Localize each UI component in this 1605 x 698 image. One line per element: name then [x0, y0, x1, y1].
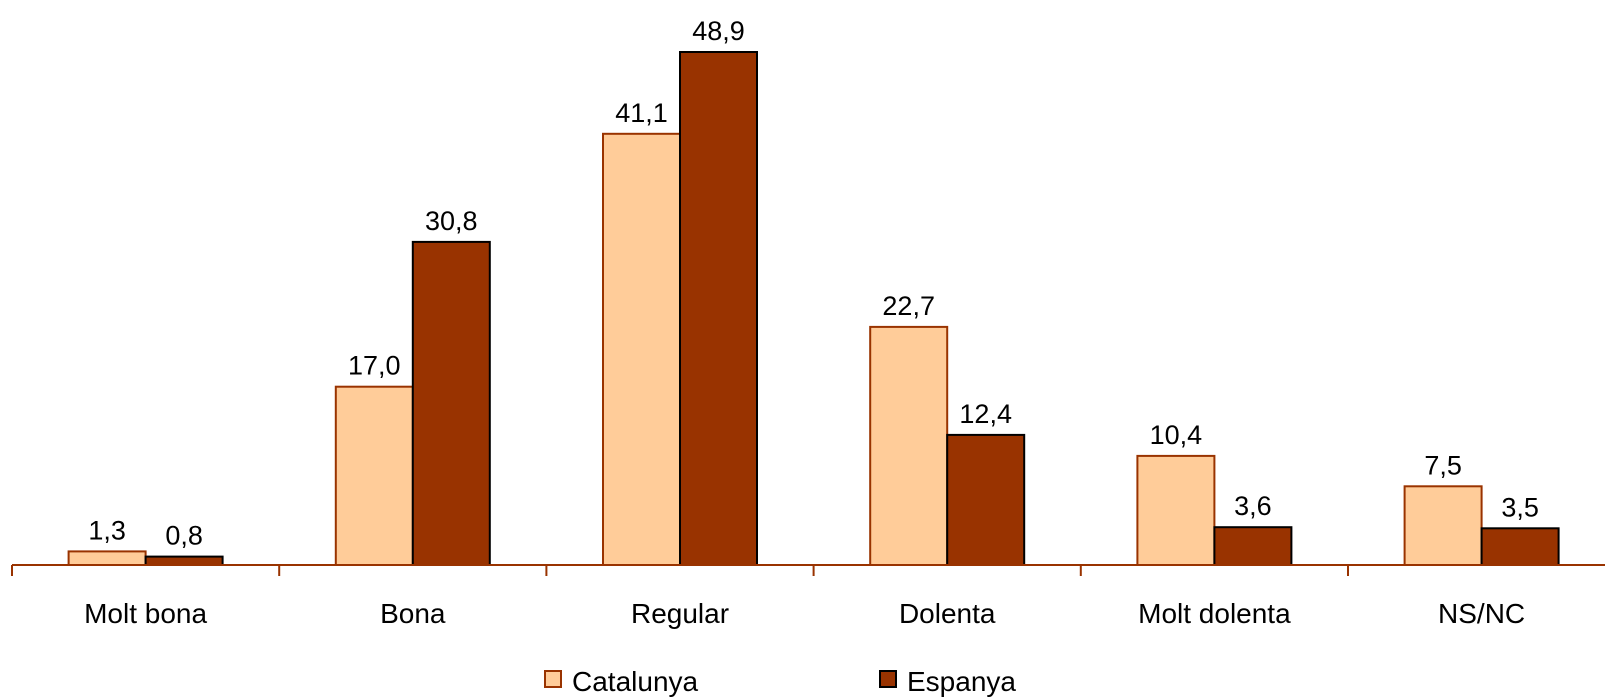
value-label-espanya-bona: 30,8: [425, 206, 478, 236]
bar-catalunya-regular: [602, 132, 681, 567]
bar-catalunya-bona: [334, 385, 414, 567]
category-label-regular: Regular: [631, 598, 729, 629]
bar-espanya-molt-bona: [144, 555, 224, 566]
value-label-catalunya-bona: 17,0: [348, 351, 401, 381]
value-label-catalunya-molt-bona: 1,3: [88, 515, 126, 545]
legend: Catalunya Espanya: [544, 666, 1016, 697]
value-label-catalunya-regular: 41,1: [615, 98, 668, 128]
bar-espanya-bona: [411, 240, 491, 566]
bar-espanya-ns-nc: [1480, 527, 1560, 566]
value-label-espanya-ns-nc: 3,5: [1501, 492, 1539, 522]
bars-layer: [67, 51, 1560, 567]
value-label-espanya-molt-dolenta: 3,6: [1234, 491, 1272, 521]
value-label-catalunya-dolenta: 22,7: [882, 291, 935, 321]
legend-swatch-catalunya: [544, 670, 562, 688]
category-label-molt-dolenta: Molt dolenta: [1138, 598, 1291, 629]
category-label-bona: Bona: [380, 598, 446, 629]
category-label-molt-bona: Molt bona: [84, 598, 207, 629]
category-label-dolenta: Dolenta: [899, 598, 996, 629]
bar-catalunya-dolenta: [869, 325, 949, 566]
bar-catalunya-ns-nc: [1403, 485, 1483, 566]
bar-catalunya-molt-bona: [67, 550, 147, 567]
bar-espanya-molt-dolenta: [1213, 526, 1293, 567]
legend-label-espanya: Espanya: [907, 666, 1016, 697]
category-labels: Molt bona Bona Regular Dolenta Molt dolenta N…: [84, 598, 1525, 629]
category-label-ns-nc: NS/NC: [1438, 598, 1525, 629]
value-label-catalunya-ns-nc: 7,5: [1424, 450, 1462, 480]
bar-espanya-regular: [679, 51, 758, 566]
value-label-catalunya-molt-dolenta: 10,4: [1150, 420, 1203, 450]
legend-label-catalunya: Catalunya: [572, 666, 699, 697]
bar-espanya-dolenta: [946, 433, 1026, 566]
value-label-espanya-dolenta: 12,4: [959, 399, 1012, 429]
value-label-espanya-molt-bona: 0,8: [165, 521, 203, 551]
value-labels: 1,3 0,8 17,0 30,8 41,1 48,9 22,7 12,4 10,4 3,6 7,5…: [88, 16, 1539, 551]
bar-catalunya-molt-dolenta: [1136, 454, 1216, 566]
legend-swatch-espanya: [879, 670, 897, 688]
value-label-espanya-regular: 48,9: [692, 16, 745, 46]
x-axis: [11, 564, 1605, 576]
